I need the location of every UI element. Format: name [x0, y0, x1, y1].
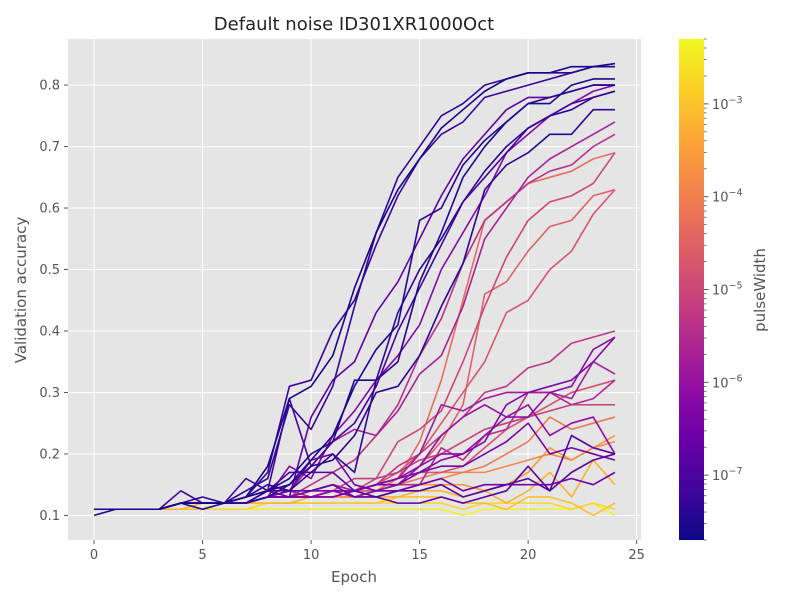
- x-tick-label: 0: [90, 548, 98, 563]
- colorbar-label: pulseWidth: [751, 248, 769, 332]
- grid: [68, 39, 641, 540]
- series-layer: [93, 62, 616, 517]
- colorbar-tick-label: 10−3: [712, 95, 743, 113]
- y-tick-label: 0.6: [39, 202, 60, 217]
- colorbar-tick-label: 10−6: [712, 373, 743, 391]
- colorbar-tick-label: 10−5: [712, 281, 743, 299]
- colorbar-tick-label: 10−7: [712, 466, 743, 484]
- y-axis: 0.1 0.2 0.3 0.4 0.5 0.6 0.7 0.8: [39, 79, 68, 524]
- y-tick-label: 0.5: [39, 263, 60, 278]
- y-tick-label: 0.7: [39, 140, 60, 155]
- y-tick-label: 0.3: [39, 386, 60, 401]
- y-tick-label: 0.4: [39, 324, 60, 339]
- series-line: [94, 62, 616, 511]
- x-tick-label: 20: [520, 548, 537, 563]
- x-tick-label: 15: [411, 548, 428, 563]
- y-tick-label: 0.2: [39, 447, 60, 462]
- series-line: [94, 65, 615, 511]
- colorbar: 10−7 10−6 10−5 10−4 10−3 pulseWidth: [679, 38, 769, 541]
- y-axis-label: Validation accuracy: [12, 217, 30, 364]
- y-tick-label: 0.1: [39, 509, 60, 524]
- chart-title: Default noise ID301XR1000Oct: [214, 14, 494, 35]
- colorbar-tick-label: 10−4: [712, 188, 743, 206]
- y-tick-label: 0.8: [39, 79, 60, 94]
- x-tick-label: 5: [198, 548, 206, 563]
- x-axis: 0 5 10 15 20 25: [90, 540, 645, 563]
- colorbar-gradient: [679, 39, 704, 540]
- colorbar-ticks: 10−7 10−6 10−5 10−4 10−3: [704, 38, 743, 541]
- x-tick-label: 25: [628, 548, 645, 563]
- x-tick-label: 10: [303, 548, 320, 563]
- x-axis-label: Epoch: [331, 568, 377, 586]
